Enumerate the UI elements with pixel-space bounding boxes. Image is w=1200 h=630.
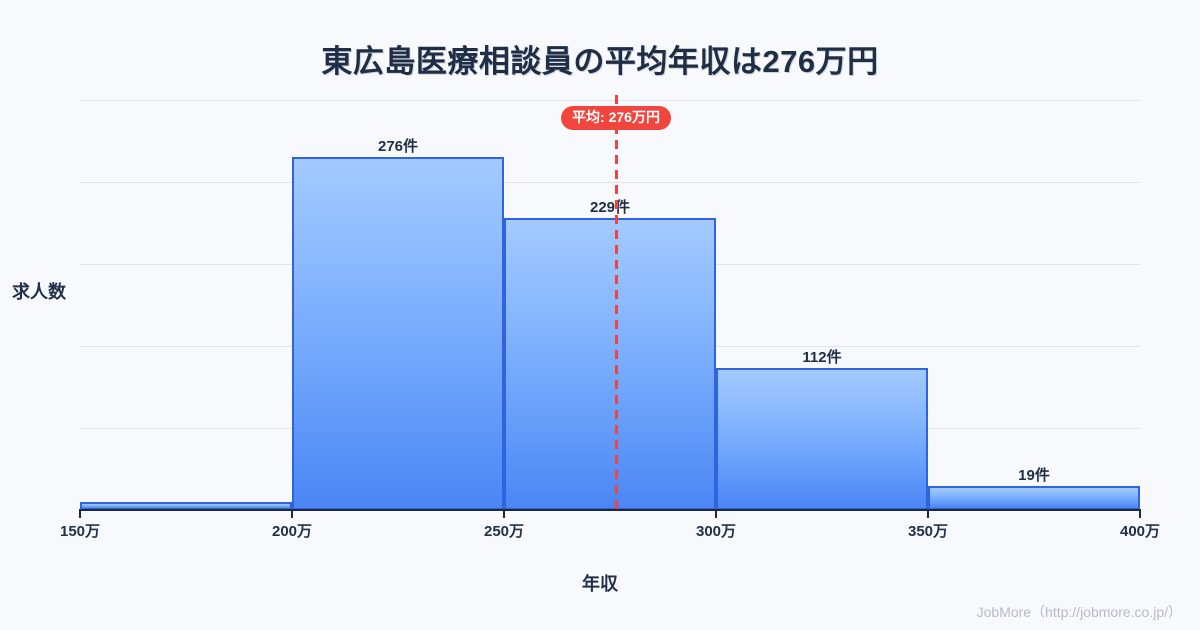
x-tick-label-1: 200万 <box>271 523 313 540</box>
bar-value-label-bin-5: 19件 <box>1018 467 1050 484</box>
x-axis-title: 年収 <box>582 574 618 594</box>
x-tick-mark <box>503 509 505 518</box>
bar-bin-3[interactable] <box>504 218 716 510</box>
bar-value-label-bin-3: 229件 <box>589 199 631 216</box>
bar-bin-2[interactable] <box>292 157 504 510</box>
bars-layer <box>80 95 1140 510</box>
bar-bin-5[interactable] <box>928 486 1140 510</box>
gridline <box>80 182 1140 183</box>
x-tick-mark <box>927 509 929 518</box>
x-tick-mark <box>715 509 717 518</box>
gridline <box>80 100 1140 101</box>
x-tick-label-4: 350万 <box>907 523 949 540</box>
x-tick-label-5: 400万 <box>1119 523 1161 540</box>
bar-bin-4[interactable] <box>716 368 928 510</box>
bar-value-label-bin-2: 276件 <box>377 138 419 155</box>
y-axis-title: 求人数 <box>12 282 66 302</box>
x-tick-mark <box>291 509 293 518</box>
average-badge: 平均: 276万円 <box>561 106 671 131</box>
x-tick-mark <box>1139 509 1141 518</box>
bar-value-label-bin-4: 112件 <box>802 349 842 366</box>
chart-title: 東広島医療相談員の平均年収は276万円 <box>321 44 879 79</box>
plot-area: 276件 229件 112件 19件 <box>80 95 1140 510</box>
x-tick-label-0: 150万 <box>59 523 101 540</box>
average-line <box>615 95 618 510</box>
watermark-credit: JobMore（http://jobmore.co.jp/） <box>976 604 1182 620</box>
x-tick-label-3: 300万 <box>695 523 737 540</box>
x-tick-mark <box>79 509 81 518</box>
x-tick-label-2: 250万 <box>483 523 525 540</box>
x-axis-line <box>80 509 1140 511</box>
